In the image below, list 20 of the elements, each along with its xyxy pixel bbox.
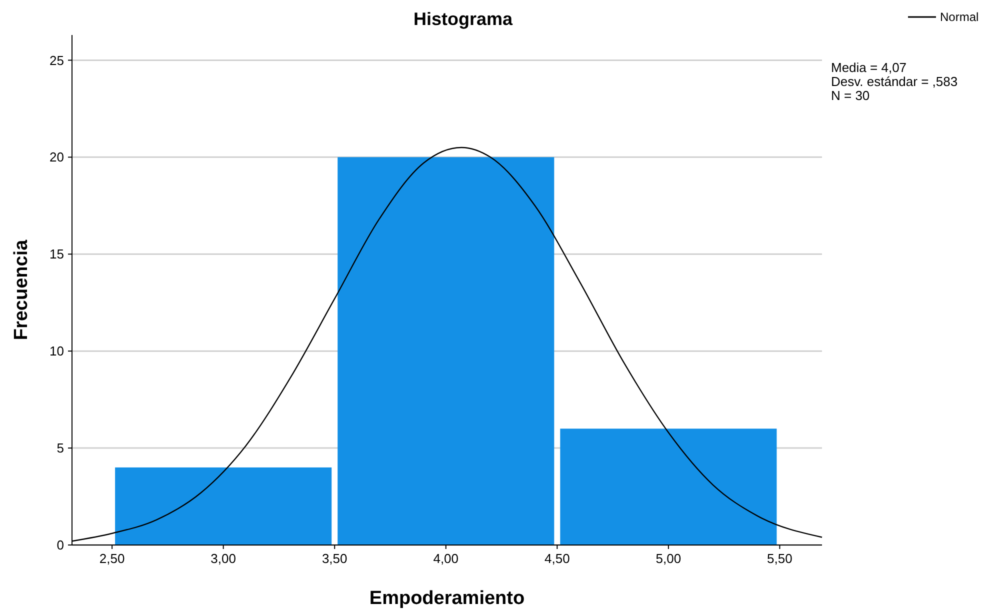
text: Desv. estándar = ,583 <box>831 74 958 89</box>
y-tick-label: 5 <box>56 440 64 456</box>
x-tick-label: 4,00 <box>433 551 459 566</box>
chart-title: Histograma <box>413 9 514 29</box>
text: Media = 4,07 <box>831 60 907 75</box>
x-axis-title: Empoderamiento <box>369 588 525 609</box>
y-axis-title: Frecuencia <box>11 239 32 340</box>
x-tick-label: 3,50 <box>322 551 348 566</box>
x-tick-label: 5,50 <box>767 551 792 566</box>
y-tick-label: 20 <box>50 150 64 165</box>
legend-label: Normal <box>940 10 979 24</box>
y-tick-label: 0 <box>56 538 64 553</box>
x-tick-label: 3,00 <box>210 551 236 566</box>
x-tick-label: 5,00 <box>656 551 682 566</box>
x-tick-label: 2,50 <box>99 551 125 566</box>
text: N = 30 <box>831 88 870 103</box>
y-tick-label: 15 <box>50 246 64 262</box>
x-tick-label: 4,50 <box>544 551 570 566</box>
y-tick-label: 10 <box>50 344 64 359</box>
y-tick-label: 25 <box>50 52 64 68</box>
